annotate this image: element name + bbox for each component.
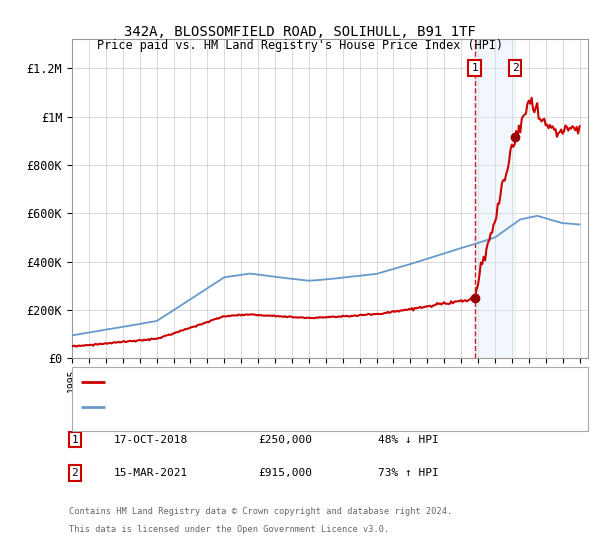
Text: £250,000: £250,000	[258, 435, 312, 445]
Text: HPI: Average price, detached house, Solihull: HPI: Average price, detached house, Soli…	[111, 402, 386, 412]
Text: 342A, BLOSSOMFIELD ROAD, SOLIHULL, B91 1TF (detached house): 342A, BLOSSOMFIELD ROAD, SOLIHULL, B91 1…	[111, 377, 480, 388]
Text: 15-MAR-2021: 15-MAR-2021	[114, 468, 188, 478]
Text: 1: 1	[71, 435, 79, 445]
Text: 48% ↓ HPI: 48% ↓ HPI	[378, 435, 439, 445]
Text: 73% ↑ HPI: 73% ↑ HPI	[378, 468, 439, 478]
Text: 2: 2	[512, 63, 518, 73]
Text: £915,000: £915,000	[258, 468, 312, 478]
Text: 17-OCT-2018: 17-OCT-2018	[114, 435, 188, 445]
Text: 2: 2	[71, 468, 79, 478]
Text: Price paid vs. HM Land Registry's House Price Index (HPI): Price paid vs. HM Land Registry's House …	[97, 39, 503, 52]
Text: This data is licensed under the Open Government Licence v3.0.: This data is licensed under the Open Gov…	[69, 525, 389, 534]
Text: 1: 1	[471, 63, 478, 73]
Text: 342A, BLOSSOMFIELD ROAD, SOLIHULL, B91 1TF: 342A, BLOSSOMFIELD ROAD, SOLIHULL, B91 1…	[124, 25, 476, 39]
Text: Contains HM Land Registry data © Crown copyright and database right 2024.: Contains HM Land Registry data © Crown c…	[69, 507, 452, 516]
Bar	[475, 39, 515, 358]
